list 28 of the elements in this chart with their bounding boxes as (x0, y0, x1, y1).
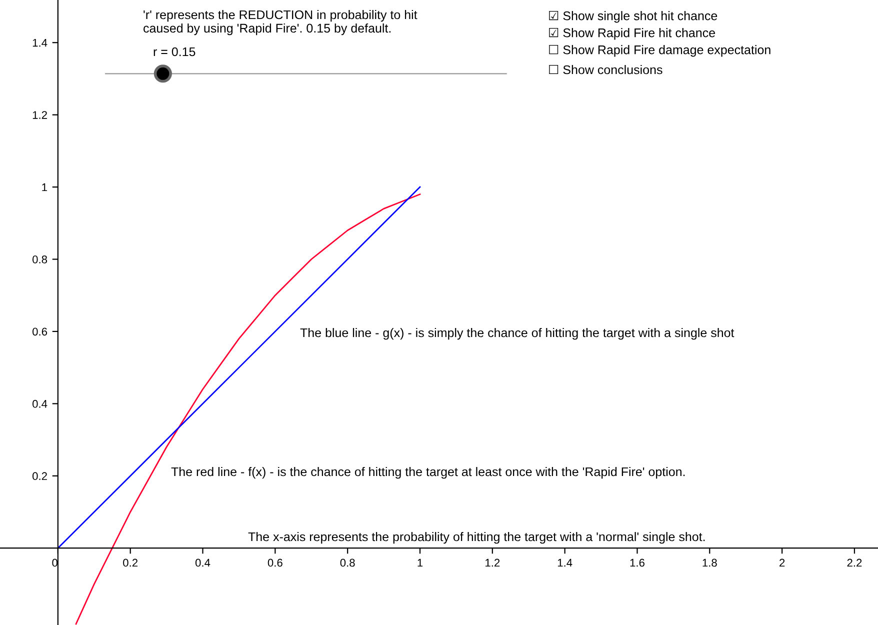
annotation: 'r' represents the REDUCTION in probability to hit caused by using 'Rapid Fire'. 0.15 by default. (144, 10, 418, 36)
x-tick-label: 1.2 (486, 558, 500, 567)
y-tick-label: 0.2 (32, 472, 47, 480)
annotation: ☑ Show Rapid Fire hit chance (549, 28, 715, 40)
x-tick-label: 0.2 (123, 558, 138, 567)
x-tick-label: 0.6 (268, 558, 282, 567)
annotation: The blue line - g(x) - is simply the chance of hitting the target with a single shot (300, 328, 734, 340)
x-tick-label: 1.6 (630, 558, 644, 567)
y-tick-label: 1.4 (32, 38, 48, 47)
x-tick-label: 0.8 (340, 558, 355, 567)
x-tick-label: 0 (52, 558, 58, 567)
annotation: The red line - f(x) - is the chance of hitting the target at least once with the 'Rapid Fire' option. (171, 467, 685, 479)
x-tick-label: 1.4 (558, 558, 572, 567)
annotation: The x-axis represents the probability of hitting the target with a 'normal' single shot. (248, 532, 705, 544)
y-tick-label: 0.8 (32, 256, 48, 264)
x-tick-label: 1 (418, 558, 423, 567)
x-tick-label: 0.4 (195, 558, 210, 567)
annotation: ☐ Show Rapid Fire damage expectation (549, 45, 770, 57)
annotation: ☑ Show single shot hit chance (549, 11, 718, 23)
x-tick-label: 2.2 (847, 558, 862, 567)
y-tick-label: 0.6 (32, 328, 48, 336)
y-tick-label: 1 (42, 183, 47, 192)
y-tick-label: 0.4 (32, 400, 48, 408)
x-tick-label: 1.8 (702, 558, 717, 567)
annotation: r = 0.15 (154, 47, 196, 56)
annotation: ☐ Show conclusions (549, 64, 662, 74)
y-tick-label: 1.2 (32, 111, 47, 119)
x-tick-label: 2 (780, 558, 785, 567)
